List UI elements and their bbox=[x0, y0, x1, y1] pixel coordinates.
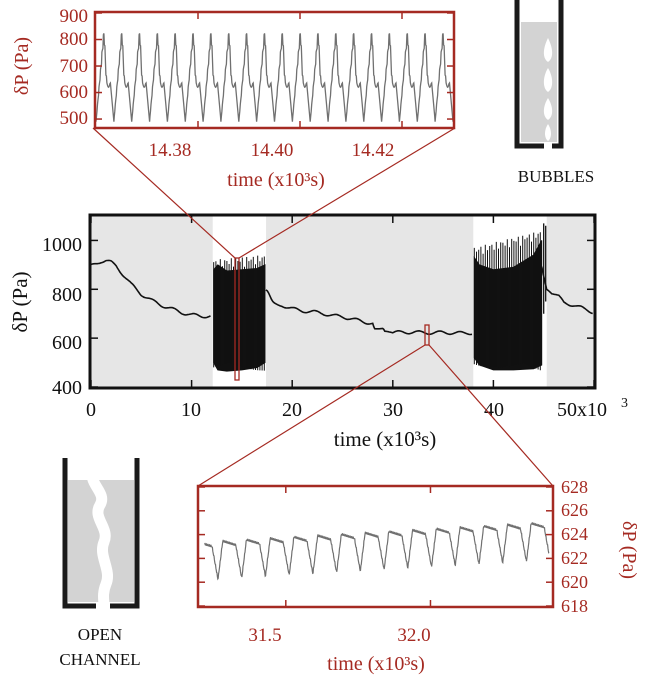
open-channel-label-line2: CHANNEL bbox=[59, 650, 140, 669]
bottom-inset-xlabel: time (x10³s) bbox=[327, 653, 425, 675]
main-xtick-label: 40 bbox=[484, 399, 504, 421]
top-inset-line bbox=[95, 33, 454, 122]
main-ytick-label: 800 bbox=[52, 284, 82, 306]
bottom-xtick-label: 32.0 bbox=[397, 625, 430, 646]
top-inset-xlabel: time (x10³s) bbox=[227, 169, 325, 191]
zoom-marker-bottom bbox=[424, 324, 430, 346]
top-inset-series bbox=[95, 33, 454, 122]
main-xtick-label-last: 50x10 bbox=[557, 399, 607, 421]
bottom-inset-line bbox=[204, 522, 550, 581]
bottom-ytick-label: 618 bbox=[561, 596, 588, 616]
connector-line bbox=[238, 127, 456, 259]
bubbles-illustration: BUBBLES bbox=[514, 0, 595, 186]
bubbles-container bbox=[514, 0, 564, 149]
top-inset-ytick-labels: 900 800 700 600 500 bbox=[60, 6, 89, 129]
open-channel-path bbox=[87, 464, 113, 612]
top-inset-ylabel: δP (Pa) bbox=[11, 37, 33, 95]
main-ylabel: δP (Pa) bbox=[8, 271, 32, 332]
main-xtick-label: 30 bbox=[383, 399, 403, 421]
bubble-icon bbox=[545, 124, 551, 141]
main-ytick-labels: 1000 800 600 400 bbox=[42, 234, 82, 399]
zoom-marker-top bbox=[234, 257, 240, 381]
bubble-icon bbox=[543, 38, 553, 62]
bottom-inset-ytick-labels: 628 626 624 622 620 618 bbox=[561, 477, 588, 616]
main-ticks bbox=[90, 216, 595, 388]
bottom-ytick-label: 620 bbox=[561, 572, 588, 592]
shaded-region bbox=[546, 216, 594, 387]
top-xtick-label: 14.40 bbox=[251, 140, 294, 161]
bottom-inset-series bbox=[204, 522, 550, 581]
main-xtick-labels: 0 10 20 30 40 50x10 3 bbox=[86, 396, 628, 421]
main-shaded-regions bbox=[91, 216, 594, 387]
shaded-region bbox=[266, 216, 474, 387]
main-series-line bbox=[265, 289, 473, 336]
bubble-icon bbox=[543, 68, 553, 92]
main-xtick-label: 10 bbox=[181, 399, 201, 421]
top-inset-chart: 900 800 700 600 500 14.38 14.40 14.42 δP… bbox=[11, 6, 456, 191]
top-inset-frame bbox=[93, 10, 456, 130]
open-channel-label-line1: OPEN bbox=[78, 625, 122, 644]
main-ytick-label: 1000 bbox=[42, 234, 82, 256]
bubbles-label: BUBBLES bbox=[518, 167, 595, 186]
connector-line bbox=[428, 344, 554, 487]
main-series bbox=[90, 223, 593, 336]
bottom-xtick-label: 31.5 bbox=[248, 625, 281, 646]
top-ytick-label: 700 bbox=[60, 56, 89, 77]
oscillation-spikes bbox=[473, 232, 541, 371]
main-series-spike bbox=[543, 223, 547, 314]
main-ytick-label: 600 bbox=[52, 332, 82, 354]
bottom-inset-chart: 628 626 624 622 620 618 31.5 32.0 δP (Pa… bbox=[196, 477, 640, 675]
shaded-region bbox=[91, 216, 213, 387]
main-ytick-label: 400 bbox=[52, 377, 82, 399]
bottom-inset-background bbox=[198, 486, 553, 607]
connector-line bbox=[92, 127, 236, 259]
open-channel-container bbox=[62, 458, 140, 609]
bottom-inset-frame bbox=[196, 484, 555, 609]
top-ytick-label: 500 bbox=[60, 108, 89, 129]
bottom-inset-xtick-labels: 31.5 32.0 bbox=[248, 625, 430, 646]
top-xtick-label: 14.38 bbox=[149, 140, 192, 161]
zoom-connectors bbox=[92, 127, 554, 487]
main-frame bbox=[88, 213, 597, 390]
bottom-ytick-label: 626 bbox=[561, 500, 588, 520]
main-xtick-label: 20 bbox=[282, 399, 302, 421]
top-xtick-label: 14.42 bbox=[352, 140, 395, 161]
bubble-icons bbox=[543, 38, 553, 141]
main-xlabel: time (x10³s) bbox=[334, 427, 437, 451]
top-ytick-label: 900 bbox=[60, 6, 89, 27]
bubble-icon bbox=[543, 98, 553, 120]
connector-line bbox=[197, 344, 426, 487]
open-channel-illustration: OPEN CHANNEL bbox=[59, 458, 141, 669]
top-inset-ticks bbox=[96, 12, 453, 127]
oscillation-spikes bbox=[213, 255, 265, 371]
top-inset-xtick-labels: 14.38 14.40 14.42 bbox=[149, 140, 395, 161]
bottom-ytick-label: 628 bbox=[561, 477, 588, 497]
bottom-inset-ticks bbox=[199, 486, 552, 607]
top-inset-background bbox=[95, 12, 454, 128]
main-chart: 1000 800 600 400 0 10 20 30 40 50x10 3 δ… bbox=[8, 213, 628, 451]
main-series-line bbox=[540, 266, 593, 315]
main-xtick-label: 0 bbox=[86, 399, 96, 421]
main-xtick-superscript: 3 bbox=[621, 396, 628, 411]
main-series-line bbox=[90, 259, 211, 319]
top-ytick-label: 800 bbox=[60, 29, 89, 50]
top-ytick-label: 600 bbox=[60, 82, 89, 103]
bottom-ytick-label: 622 bbox=[561, 548, 588, 568]
zoom-markers bbox=[234, 257, 430, 381]
bottom-inset-ylabel: δP (Pa) bbox=[618, 521, 640, 579]
bottom-ytick-label: 624 bbox=[561, 524, 588, 544]
